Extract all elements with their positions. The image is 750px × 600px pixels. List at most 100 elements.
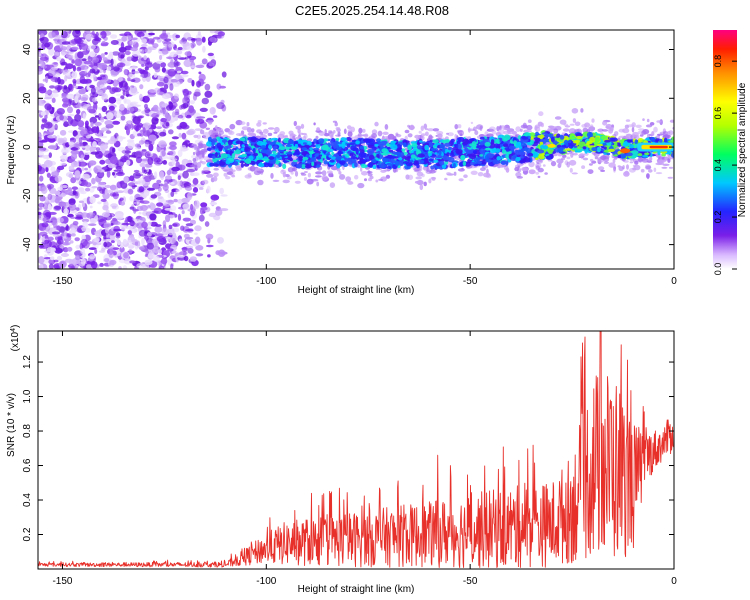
spectrogram-cell — [89, 68, 96, 74]
spectrogram-cell — [186, 169, 196, 173]
spectrogram-cell — [196, 116, 206, 119]
spectrogram-cell — [648, 169, 653, 173]
spectrogram-cell — [132, 115, 137, 119]
spectrogram-cell — [461, 167, 464, 170]
spectrogram-cell — [420, 133, 426, 137]
spectrogram-cell — [198, 187, 204, 190]
spectrogram-cell — [72, 130, 78, 137]
spectrogram-cell — [667, 176, 673, 179]
spectrogram-cell — [99, 84, 106, 89]
spectrogram-cell — [196, 134, 201, 139]
spectrogram-cell — [66, 45, 72, 52]
spectrogram-cell — [83, 60, 93, 65]
spectrogram-cell — [128, 222, 137, 226]
spectrogram-cell — [188, 105, 195, 114]
spectrogram-cell — [162, 183, 169, 191]
spectrogram-cell — [159, 131, 167, 137]
spectrogram-cell — [374, 121, 379, 127]
spectrogram-cell — [172, 222, 180, 227]
spectrogram-cell — [157, 60, 164, 64]
spectrogram-cell — [153, 72, 158, 78]
spectrogram-cell — [559, 119, 567, 125]
spectrogram-cell — [285, 152, 293, 155]
spectrogram-cell — [257, 120, 262, 124]
spectrogram-cell — [326, 170, 333, 174]
spectrogram-cell — [67, 246, 73, 252]
spectrogram-cell — [169, 205, 177, 212]
spectrogram-cell — [421, 160, 425, 163]
spectrogram-cell — [411, 143, 418, 147]
spectrogram-cell — [395, 132, 399, 136]
spectrogram-cell — [38, 83, 45, 88]
spectrogram-cell — [94, 231, 100, 235]
spectrogram-cell — [189, 164, 196, 167]
spectrogram-cell — [74, 114, 82, 122]
chart-title: C2E5.2025.254.14.48.R08 — [295, 3, 449, 18]
spectrogram-cell — [108, 251, 115, 258]
spectrogram-cell — [119, 197, 124, 201]
spectrogram-cell — [180, 70, 189, 75]
spectrogram-cell — [85, 33, 94, 40]
spectrogram-cell — [646, 118, 650, 123]
spectrogram-cell — [272, 179, 280, 182]
spectrogram-cell — [313, 122, 316, 126]
spectrogram-cell — [195, 149, 201, 156]
spectrogram-cell — [642, 118, 645, 121]
spectrogram-cell — [46, 183, 55, 189]
spectrogram-cell — [485, 173, 492, 179]
spectrogram-cell — [72, 79, 77, 84]
spectrogram-cell — [54, 247, 63, 254]
spectrogram-cell — [656, 133, 664, 136]
spectrogram-cell — [122, 265, 128, 269]
spectrogram-cell — [199, 107, 208, 112]
spectrogram-cell — [123, 68, 128, 76]
spectrogram-cell — [50, 247, 56, 253]
spectrogram-cell — [333, 130, 336, 134]
spectrogram-cell — [358, 127, 363, 134]
spectrogram-cell — [267, 132, 273, 137]
spectrogram-cell — [110, 240, 115, 244]
spectrogram-cell — [184, 51, 192, 57]
spectrogram-cell — [140, 205, 148, 211]
spectrogram-cell — [48, 263, 54, 269]
spectrogram-cell — [92, 57, 100, 63]
spectrogram-cell — [612, 158, 616, 164]
spectrogram-cell — [562, 154, 567, 158]
spectrogram-cell — [68, 141, 74, 146]
spectrogram-cell — [350, 126, 356, 133]
spectrogram-cell — [78, 137, 83, 144]
spectrogram-cell — [71, 71, 77, 79]
spectrogram-cell — [39, 231, 48, 236]
spectrogram-cell — [101, 93, 108, 101]
spectrogram-cell — [195, 236, 201, 244]
spectrogram-cell — [198, 214, 205, 222]
spectrogram-cell — [171, 170, 178, 175]
spectrogram-cell — [249, 165, 256, 172]
spectrogram-cell — [135, 156, 142, 164]
spectrogram-cell — [90, 87, 96, 95]
spectrogram-cell — [282, 171, 286, 178]
spectrogram-cell — [522, 122, 527, 129]
spectrogram-cell — [85, 187, 91, 192]
spectrogram-cell — [125, 159, 131, 166]
spectrogram-cell — [547, 159, 553, 162]
spectrogram-cell — [174, 191, 178, 195]
spectrogram-cell — [161, 67, 166, 73]
spectrogram-cell — [571, 108, 579, 114]
spectrogram-cell — [407, 124, 411, 128]
spectrogram-cell — [194, 200, 200, 208]
spectrogram-cell — [371, 133, 377, 139]
spectrogram-cell — [182, 217, 192, 222]
spectrogram-cell — [129, 206, 135, 210]
spectrogram-cell — [112, 217, 118, 222]
spectrogram-cell — [74, 58, 82, 67]
spectrogram-cell — [178, 132, 182, 138]
spectrogram-cell — [206, 173, 214, 178]
spectrogram-cell — [130, 236, 135, 243]
spectrogram-cell — [303, 177, 308, 181]
spectrogram-cell — [262, 139, 267, 142]
spectrogram-cell — [176, 125, 182, 130]
spectrogram-cell — [205, 233, 214, 240]
spectrogram-cell — [57, 236, 63, 240]
spectrogram-cell — [45, 75, 49, 84]
